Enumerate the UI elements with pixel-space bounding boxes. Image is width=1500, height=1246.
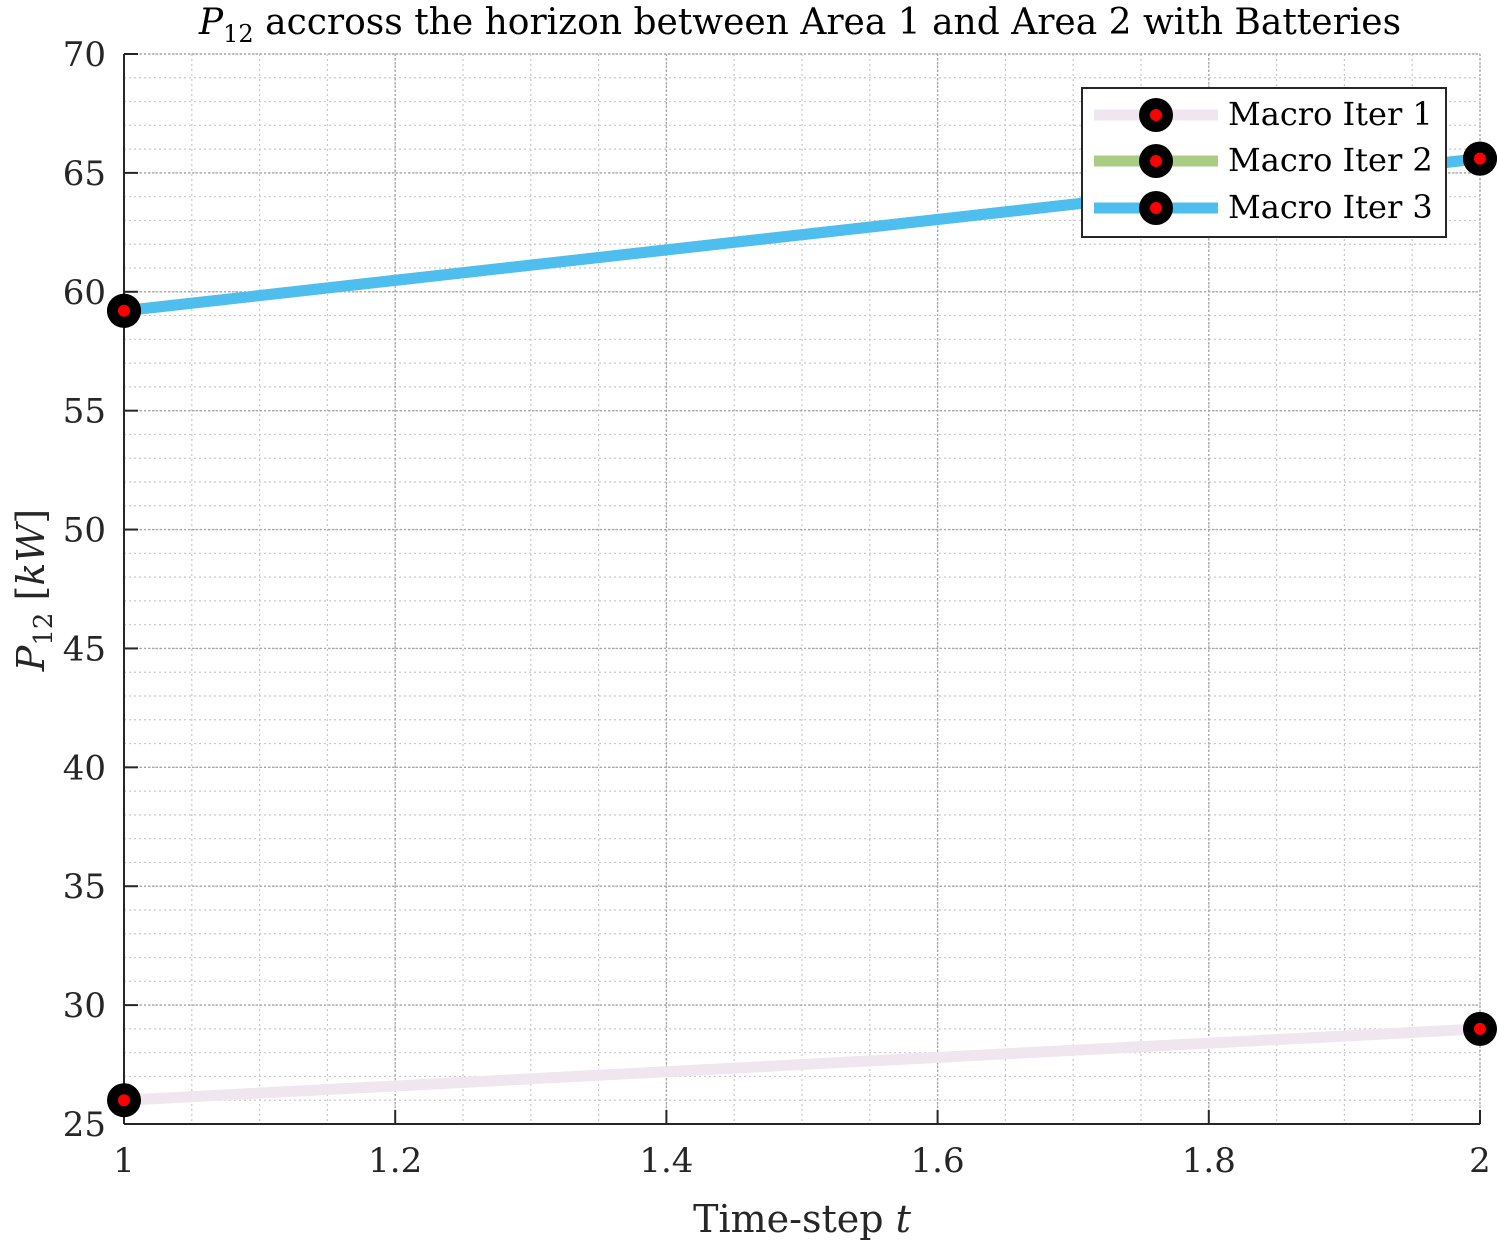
x-axis-label-var: t xyxy=(896,1197,912,1241)
title-subscript: 12 xyxy=(223,20,254,48)
x-tick-label: 1 xyxy=(113,1141,135,1181)
y-axis-label-subscript: 12 xyxy=(29,613,59,646)
legend-entry-1: Macro Iter 1 xyxy=(1094,95,1433,133)
legend-label-3: Macro Iter 3 xyxy=(1228,188,1433,226)
data-point-inner xyxy=(1474,1022,1486,1035)
y-tick-label: 55 xyxy=(63,392,106,432)
legend-label-2: Macro Iter 2 xyxy=(1228,141,1433,179)
y-tick-label: 35 xyxy=(63,867,106,907)
y-axis-label-unit: kW xyxy=(9,521,53,586)
x-tick-label: 1.6 xyxy=(911,1141,965,1181)
y-axis-label: P12 [kW] xyxy=(9,509,59,673)
x-tick-label: 1.2 xyxy=(368,1141,422,1181)
x-tick-label: 1.4 xyxy=(639,1141,693,1181)
title-rest: accross the horizon between Area 1 and A… xyxy=(254,2,1401,43)
x-axis-ticks: 1 1.2 1.4 1.6 1.8 2 xyxy=(113,1110,1491,1181)
legend: Macro Iter 1 Macro Iter 2 Macro Iter 3 xyxy=(1081,87,1447,238)
x-axis-label: Time-step t xyxy=(693,1197,912,1241)
y-tick-label: 70 xyxy=(63,35,106,75)
axes xyxy=(123,54,1480,1125)
series-markers xyxy=(107,141,1497,1118)
y-tick-label: 60 xyxy=(63,273,106,313)
legend-label-1: Macro Iter 1 xyxy=(1228,95,1433,133)
y-axis-label-unit-close: ] xyxy=(9,509,53,524)
chart-title: P12 accross the horizon between Area 1 a… xyxy=(198,2,1401,48)
y-tick-label: 50 xyxy=(63,511,106,551)
y-axis-ticks: 25 30 35 40 45 50 55 60 65 70 xyxy=(63,35,138,1145)
data-point-inner xyxy=(118,1094,130,1107)
y-tick-label: 45 xyxy=(63,629,106,669)
data-point-inner xyxy=(1474,152,1486,165)
x-axis-label-text: Time-step xyxy=(693,1197,896,1241)
y-tick-label: 65 xyxy=(63,154,106,194)
y-tick-label: 40 xyxy=(63,748,106,788)
x-tick-label: 1.8 xyxy=(1182,1141,1236,1181)
data-point-inner xyxy=(118,304,130,317)
series-line-1 xyxy=(123,1023,1481,1106)
legend-marker-inner-3 xyxy=(1150,202,1162,214)
title-symbol: P xyxy=(198,2,224,43)
legend-marker-inner-1 xyxy=(1150,109,1162,121)
y-axis-label-symbol: P xyxy=(9,644,53,672)
legend-marker-inner-2 xyxy=(1150,155,1162,167)
y-tick-label: 30 xyxy=(63,986,106,1026)
y-tick-label: 25 xyxy=(63,1105,106,1145)
x-tick-label: 2 xyxy=(1469,1141,1491,1181)
legend-entry-3: Macro Iter 3 xyxy=(1094,188,1433,226)
legend-entry-2: Macro Iter 2 xyxy=(1094,141,1433,179)
y-axis-label-unit-open: [ xyxy=(9,586,53,613)
